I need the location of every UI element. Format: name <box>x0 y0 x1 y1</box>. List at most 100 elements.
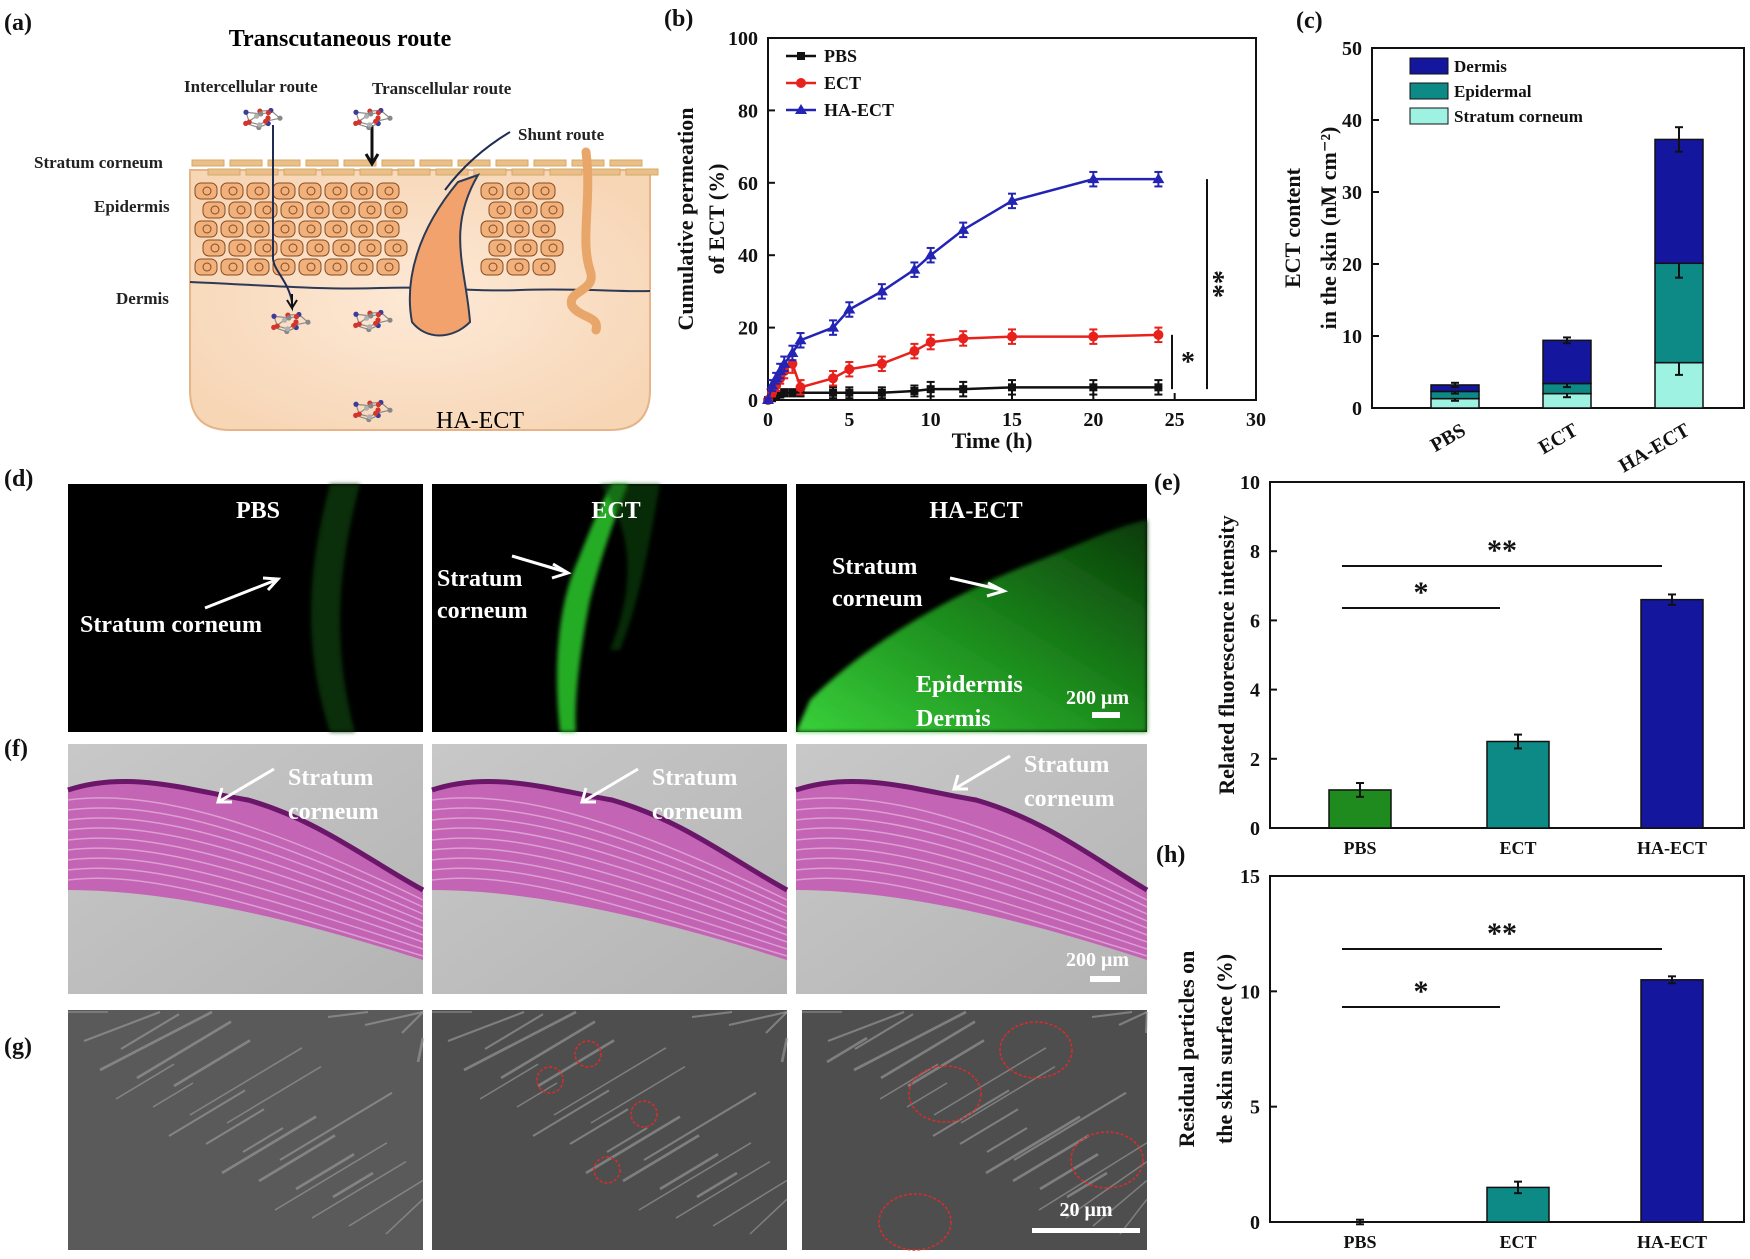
cell <box>515 202 537 218</box>
y-tick-label: 80 <box>738 100 758 122</box>
cell <box>359 202 381 218</box>
fluor-label-epidermis: Epidermis <box>916 672 1023 698</box>
y-tick-label: 6 <box>1250 610 1260 632</box>
sc-brick <box>360 169 392 175</box>
cell <box>333 240 355 256</box>
x-tick-label: 25 <box>1165 409 1185 431</box>
molecule-atom <box>357 321 362 326</box>
cell <box>195 183 217 199</box>
cell <box>385 202 407 218</box>
cell <box>541 202 563 218</box>
category-label: HA-ECT <box>1637 1232 1707 1252</box>
data-point-pbs <box>1008 383 1016 391</box>
sc-brick <box>208 169 240 175</box>
cell <box>507 259 529 275</box>
y-axis-label-2: of ECT (%) <box>704 164 729 275</box>
cell <box>221 221 243 237</box>
cell <box>203 240 225 256</box>
molecule-atom <box>277 116 282 121</box>
molecule-atom <box>368 111 373 116</box>
molecule-atom <box>367 122 372 127</box>
legend-swatch <box>1410 108 1448 124</box>
molecule-atom <box>243 110 248 115</box>
data-point-pbs <box>878 389 886 397</box>
legend-label-ha-ect: HA-ECT <box>824 100 894 120</box>
y-tick-label: 0 <box>1250 818 1260 840</box>
cell <box>351 221 373 237</box>
sc-brick <box>382 160 414 166</box>
x-tick-label: 5 <box>844 409 854 431</box>
sig-star: * <box>1181 347 1195 378</box>
y-tick-label: 40 <box>1342 110 1362 132</box>
data-point-ect <box>1007 332 1017 342</box>
data-point-ect <box>844 364 854 374</box>
molecule-atom <box>286 315 291 320</box>
fluor-label-ect-1: Stratum <box>437 566 522 592</box>
data-point-ect <box>958 333 968 343</box>
histology-images: StratumcorneumStratumcorneumStratumcorne… <box>68 744 1147 994</box>
fluor-scale-label: 200 μm <box>1066 687 1129 709</box>
molecule-atom <box>294 314 299 319</box>
data-point-pbs <box>788 389 796 397</box>
molecule-icon <box>243 108 282 130</box>
molecule-atom <box>353 110 358 115</box>
sc-brick <box>322 169 354 175</box>
y-tick-label: 0 <box>1352 398 1362 420</box>
molecule-atom <box>271 314 276 319</box>
cell <box>351 183 373 199</box>
cell <box>377 259 399 275</box>
y-axis-label-2: the skin surface (%) <box>1212 954 1237 1144</box>
label-shunt: Shunt route <box>518 125 605 144</box>
x-tick-label: 10 <box>921 409 941 431</box>
category-label: PBS <box>1343 838 1376 858</box>
molecule-atom <box>266 110 271 115</box>
panel-label-h: (h) <box>1156 842 1185 868</box>
molecule-atom <box>285 326 290 331</box>
histology-scale-label: 200 μm <box>1066 949 1129 971</box>
histology-label-1: Stratum <box>652 765 737 791</box>
bar-ha-ect <box>1641 980 1703 1222</box>
cell <box>489 240 511 256</box>
sc-brick <box>626 169 658 175</box>
cell <box>533 221 555 237</box>
histology-label-2: corneum <box>288 799 379 825</box>
cell <box>195 259 217 275</box>
y-tick-label: 50 <box>1342 38 1362 60</box>
molecule-atom <box>367 414 372 419</box>
cell <box>385 240 407 256</box>
x-tick-label: 20 <box>1083 409 1103 431</box>
sc-brick <box>398 169 430 175</box>
cell <box>377 221 399 237</box>
data-point-ect <box>1153 330 1163 340</box>
category-label: ECT <box>1499 838 1536 858</box>
cell <box>507 183 529 199</box>
fluor-title-pbs: PBS <box>236 498 280 524</box>
category-label: HA-ECT <box>1615 419 1694 477</box>
cell <box>307 202 329 218</box>
data-point-ect <box>1088 332 1098 342</box>
legend-swatch <box>1410 58 1448 74</box>
fluorescence-image-ect: ECT Stratum corneum <box>432 484 787 732</box>
legend-marker <box>797 52 805 60</box>
legend-label-ect: ECT <box>824 73 861 93</box>
data-point-pbs <box>959 385 967 393</box>
histology-scale-bar <box>1090 976 1120 982</box>
cell <box>299 183 321 199</box>
fluor-title-ha-ect: HA-ECT <box>929 498 1022 524</box>
y-tick-label: 30 <box>1342 182 1362 204</box>
legend-label-dermis: Dermis <box>1454 57 1507 76</box>
data-point-ha-ect <box>957 224 969 234</box>
cell <box>325 183 347 199</box>
fluorescence-image-ha-ect: HA-ECT Stratum corneum Epidermis Dermis … <box>796 484 1147 732</box>
bar-ha-ect <box>1641 600 1703 828</box>
transcellular-arrow <box>366 125 378 164</box>
series-line-ha-ect <box>768 179 1158 400</box>
cell <box>481 183 503 199</box>
category-label: PBS <box>1343 1232 1376 1252</box>
histology-label-2: corneum <box>1024 786 1115 812</box>
